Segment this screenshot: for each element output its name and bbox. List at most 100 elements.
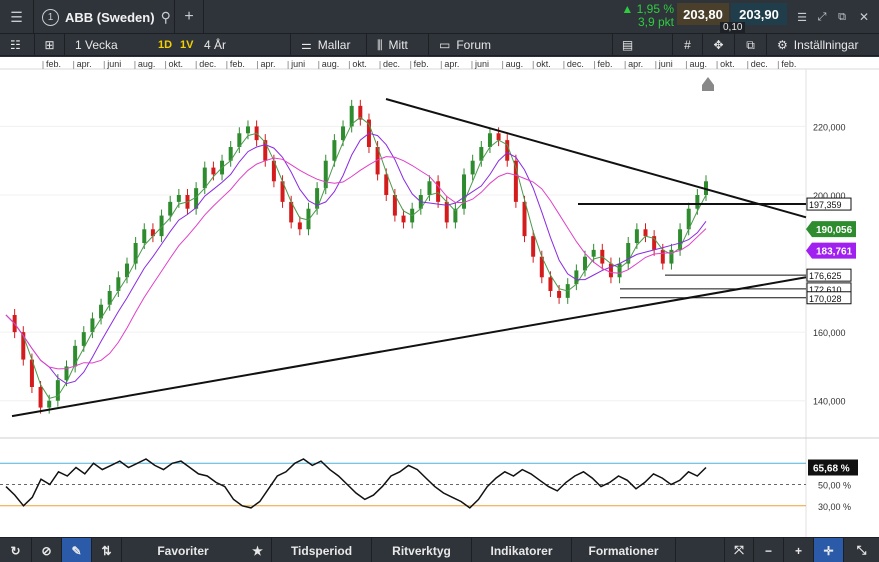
timeperiod-button[interactable]: Tidsperiod (272, 538, 372, 562)
add-tab-button[interactable]: + (174, 0, 204, 34)
crosshair-grid-button[interactable]: # (672, 34, 702, 56)
clear-button[interactable]: ⊘ (32, 538, 62, 562)
grid-icon: # (684, 38, 691, 52)
rsi-level-label: 30,00 % (818, 502, 851, 512)
ask-price[interactable]: 203,90 (731, 3, 787, 25)
drawing-move-button[interactable]: ✥ (702, 34, 734, 56)
timeperiod-label: Tidsperiod (290, 543, 353, 558)
sort-button[interactable]: ⇅ (92, 538, 122, 562)
candle-body (643, 229, 648, 237)
notes-button[interactable]: ▤ (612, 34, 642, 56)
layout-button[interactable]: ⊞ (34, 34, 64, 56)
indicators-label: Indikatorer (490, 543, 553, 558)
candle-body (652, 236, 657, 250)
candle-body (289, 201, 294, 223)
draw-button[interactable]: ✎ (62, 538, 92, 562)
up-arrow-icon: ▲ (621, 2, 634, 16)
chart-area[interactable]: feb. apr. juni aug. okt. dec. feb. apr. juni aug.… (0, 57, 879, 537)
settings-label: Inställningar (793, 38, 859, 52)
y-tick-label: 220,000 (813, 122, 846, 132)
favorites-button[interactable]: Favoriter (122, 538, 244, 562)
candle-body (81, 332, 86, 346)
candle-body (462, 174, 467, 209)
refresh-button[interactable]: ↻ (0, 538, 32, 562)
candle-body (522, 201, 527, 237)
forum-label: Forum (456, 38, 492, 52)
range-1d-button[interactable]: 1D (158, 39, 173, 51)
window-menu-button[interactable]: ☰ (792, 0, 812, 34)
candle-body (384, 174, 389, 195)
candle-body (323, 160, 328, 189)
candle-body (263, 140, 268, 161)
x-tick-label: dec. (567, 59, 584, 69)
candle-body (168, 201, 173, 216)
candle-body (574, 270, 579, 285)
level-label: 197,359 (809, 200, 842, 210)
x-tick-label: okt. (720, 59, 735, 69)
average-button[interactable]: ⫼ Mitt (366, 34, 428, 56)
search-icon[interactable]: ⚲ (160, 8, 171, 25)
x-tick-label: juni (658, 59, 673, 69)
x-tick-label: feb. (414, 59, 429, 69)
rsi-current-label: 65,68 % (813, 464, 850, 475)
price-chart[interactable]: feb. apr. juni aug. okt. dec. feb. apr. juni aug.… (0, 57, 879, 537)
candle-body (245, 126, 250, 134)
candle-body (626, 243, 631, 264)
settings-button[interactable]: ⚙ Inställningar (766, 34, 879, 56)
range-1y-button[interactable]: 1V (180, 39, 194, 51)
candle-body (358, 105, 363, 120)
formations-button[interactable]: Formationer (572, 538, 676, 562)
favorites-label: Favoriter (157, 543, 209, 558)
indicators-button[interactable]: Indikatorer (472, 538, 572, 562)
y-tick-label: 140,000 (813, 397, 846, 407)
fit-button[interactable]: ⤧ (724, 538, 754, 562)
candle-body (332, 140, 337, 161)
x-tick-label: apr. (260, 59, 275, 69)
templates-icon: ⚌ (301, 38, 312, 52)
x-tick-label: juni (106, 59, 121, 69)
range-4y-button[interactable]: 4 År (204, 38, 227, 52)
level-label: 172,610 (809, 285, 842, 295)
candle-body (211, 167, 216, 175)
current-marker-base (702, 85, 714, 91)
popout-icon: ⧉ (838, 10, 846, 23)
collapse-button[interactable]: ⤡ (844, 538, 879, 562)
candle-body (427, 181, 432, 195)
close-button[interactable]: ✕ (852, 0, 876, 34)
candle-body (634, 229, 639, 243)
duplicate-button[interactable]: ⧉ (734, 34, 766, 56)
popout-button[interactable]: ⧉ (832, 0, 852, 34)
x-tick-label: feb. (46, 59, 61, 69)
list-icon: ☷ (10, 38, 21, 52)
zoom-in-button[interactable]: + (784, 538, 814, 562)
price-tag (806, 242, 856, 259)
chart-toolbar: ☷ ⊞ 1 Vecka 1D 1V 4 År ⚌ Mallar ⫼ Mitt ▭… (0, 34, 879, 56)
crosshair-button[interactable]: ✛ (814, 538, 844, 562)
candle-body (271, 160, 276, 182)
star-icon: ★ (252, 543, 263, 558)
candle-body (176, 195, 181, 202)
drawtools-button[interactable]: Ritverktyg (372, 538, 472, 562)
candle-body (557, 291, 562, 298)
candle-body (401, 215, 406, 223)
templates-button[interactable]: ⚌ Mallar (290, 34, 366, 56)
x-tick-label: dec. (751, 59, 768, 69)
candle-body (341, 126, 346, 141)
candle-body (678, 229, 683, 250)
bid-price[interactable]: 203,80 (677, 3, 729, 25)
forum-button[interactable]: ▭ Forum (428, 34, 508, 56)
favorite-star-button[interactable]: ★ (244, 538, 272, 562)
instrument-header[interactable]: 1 ABB (Sweden) ⚲ (34, 0, 174, 34)
period-select[interactable]: 1 Vecka (64, 34, 150, 56)
x-tick-label: juni (290, 59, 305, 69)
hamburger-menu-button[interactable]: ☰ (0, 0, 34, 34)
fit-icon: ⤧ (734, 543, 744, 557)
zoom-out-button[interactable]: − (754, 538, 784, 562)
candle-body (539, 256, 544, 278)
drawtools-label: Ritverktyg (392, 543, 451, 558)
list-toggle-button[interactable]: ☷ (10, 34, 21, 56)
move-icon: ✥ (713, 38, 724, 52)
candle-body (194, 188, 199, 209)
formations-label: Formationer (588, 543, 659, 558)
expand-button[interactable]: ⤢ (812, 0, 832, 34)
